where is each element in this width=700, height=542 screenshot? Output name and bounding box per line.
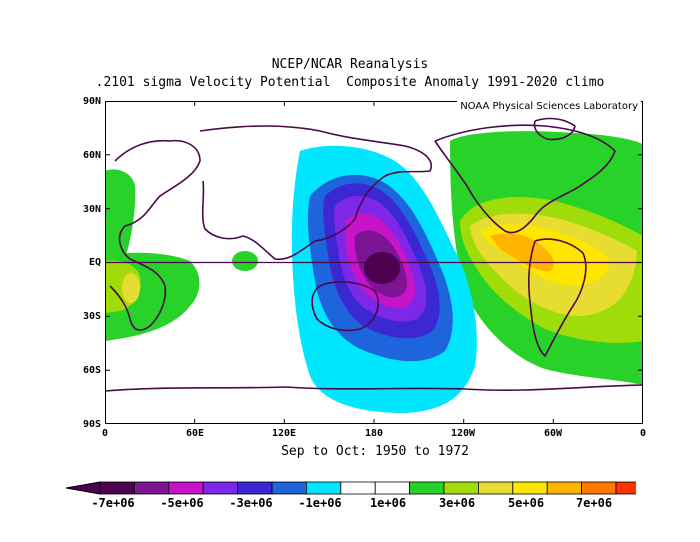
lon-label-60e: 60E [185,428,205,439]
colorbar-segment [546,481,583,495]
colorbar-tick-label: 5e+06 [507,496,545,510]
map-plot [105,101,643,424]
colorbar-left-arrow [66,481,101,495]
colorbar-segment [340,481,376,495]
colorbar-tick-label: 3e+06 [438,496,476,510]
colorbar-segment [134,481,170,495]
colorbar-tick-label: 7e+06 [575,496,613,510]
colorbar-segment [374,481,411,495]
positive-africa-core [122,273,140,303]
colorbar-tick-label: -1e+06 [298,496,342,510]
coast-antarctica [105,384,643,392]
chart-subtitle: .2101 sigma Velocity Potential Composite… [95,75,605,90]
colorbar-segment [202,481,238,495]
lon-label-120e: 120E [271,428,297,439]
lon-label-120w: 120W [450,428,476,439]
colorbar-segment [581,481,617,495]
lat-label-90n: 90N [82,96,101,107]
colorbar-segment [477,481,514,495]
positive-contour-5e6 [490,233,555,272]
colorbar-tick-label: -3e+06 [229,496,273,510]
coast-north-america [434,124,616,234]
lon-label-0-right: 0 [639,428,647,439]
coast-australia [311,281,379,332]
colorbar-segment [237,481,273,495]
lon-label-0: 0 [101,428,109,439]
colorbar-segment [271,481,307,495]
colorbar-tick-label: 1e+06 [369,496,407,510]
lon-label-180: 180 [364,428,384,439]
chart-title: NCEP/NCAR Reanalysis [271,57,429,72]
positive-indian-ocean [232,251,258,271]
colorbar-segment [99,481,135,495]
lat-label-60s: 60S [82,365,101,376]
credit-label: NOAA Physical Sciences Laboratory [457,100,641,113]
positive-west-band [105,169,136,261]
colorbar-segment [409,481,445,495]
coast-south-america [527,238,587,357]
lat-label-eq: EQ [88,257,101,268]
colorbar-segment [305,481,342,495]
lat-label-30s: 30S [82,311,101,322]
lat-label-90s: 90S [82,419,101,430]
colorbar-tick-label: -5e+06 [160,496,204,510]
negative-center [364,252,400,284]
lat-label-60n: 60N [82,150,101,161]
colorbar-tick-label: -7e+06 [91,496,135,510]
colorbar-segment [443,481,479,495]
colorbar-segment [168,481,204,495]
coast-africa-europe [109,139,201,331]
lat-label-30n: 30N [82,204,101,215]
coast-asia [199,125,432,261]
coast-greenland [533,117,576,141]
lon-label-60w: 60W [543,428,563,439]
colorbar-segment [512,481,548,495]
colorbar-segment [615,481,636,495]
colorbar [66,481,636,495]
period-label: Sep to Oct: 1950 to 1972 [281,444,469,459]
